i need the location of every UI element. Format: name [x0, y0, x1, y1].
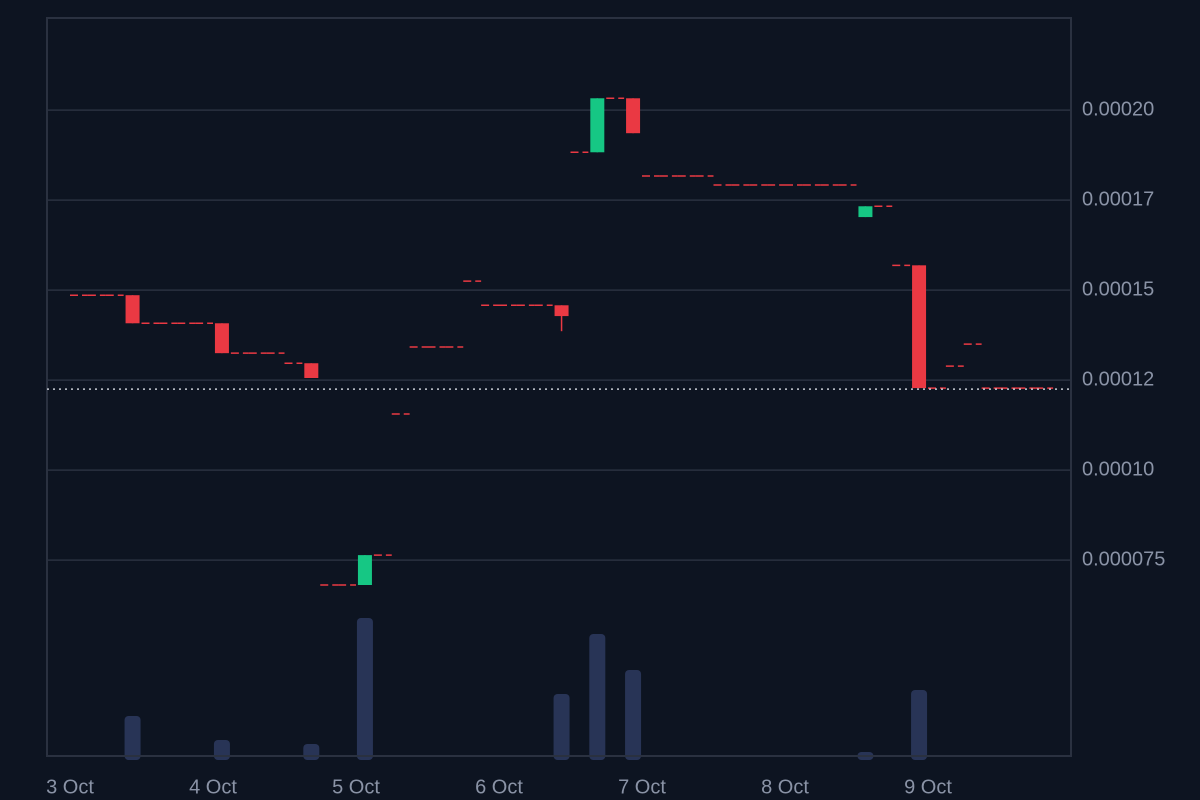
y-tick-label: 0.00010 [1082, 458, 1154, 480]
x-tick-label: 3 Oct [46, 776, 94, 798]
candle-body [554, 305, 569, 317]
candle-body [125, 295, 140, 324]
x-tick-label: 4 Oct [189, 776, 237, 798]
volume-bar [911, 690, 928, 760]
volume-bar [303, 744, 320, 760]
candle-body [912, 265, 927, 389]
volume-bar [553, 694, 570, 760]
candle-body [357, 555, 372, 585]
candle-body [626, 98, 641, 134]
volume-bar [589, 634, 606, 760]
x-tick-label: 8 Oct [761, 776, 809, 798]
candle-body [590, 98, 605, 153]
y-tick-label: 0.00012 [1082, 368, 1154, 390]
y-tick-label: 0.000075 [1082, 548, 1165, 570]
volume-bar [625, 670, 642, 760]
y-tick-label: 0.00020 [1082, 98, 1154, 120]
volume-bar [356, 618, 373, 760]
x-tick-label: 9 Oct [904, 776, 952, 798]
x-tick-label: 7 Oct [618, 776, 666, 798]
candle-body [858, 206, 873, 218]
plot-frame [46, 17, 1072, 757]
y-tick-label: 0.00015 [1082, 278, 1154, 300]
y-tick-label: 0.00017 [1082, 188, 1154, 210]
candle-body [214, 323, 229, 354]
x-tick-label: 5 Oct [332, 776, 380, 798]
candle-body [304, 363, 319, 378]
volume-bar [124, 716, 141, 760]
x-tick-label: 6 Oct [475, 776, 523, 798]
